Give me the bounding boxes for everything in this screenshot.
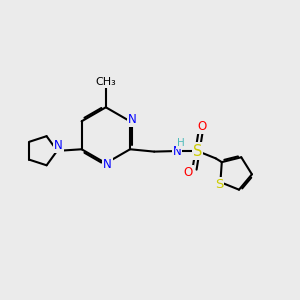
Text: S: S [215,178,223,191]
Text: CH₃: CH₃ [95,77,116,87]
Text: H: H [177,138,185,148]
Text: O: O [183,166,193,179]
Text: N: N [128,113,136,126]
Text: N: N [172,145,181,158]
Text: N: N [54,139,63,152]
Text: N: N [103,158,112,171]
Text: S: S [193,143,202,158]
Text: O: O [197,120,206,133]
